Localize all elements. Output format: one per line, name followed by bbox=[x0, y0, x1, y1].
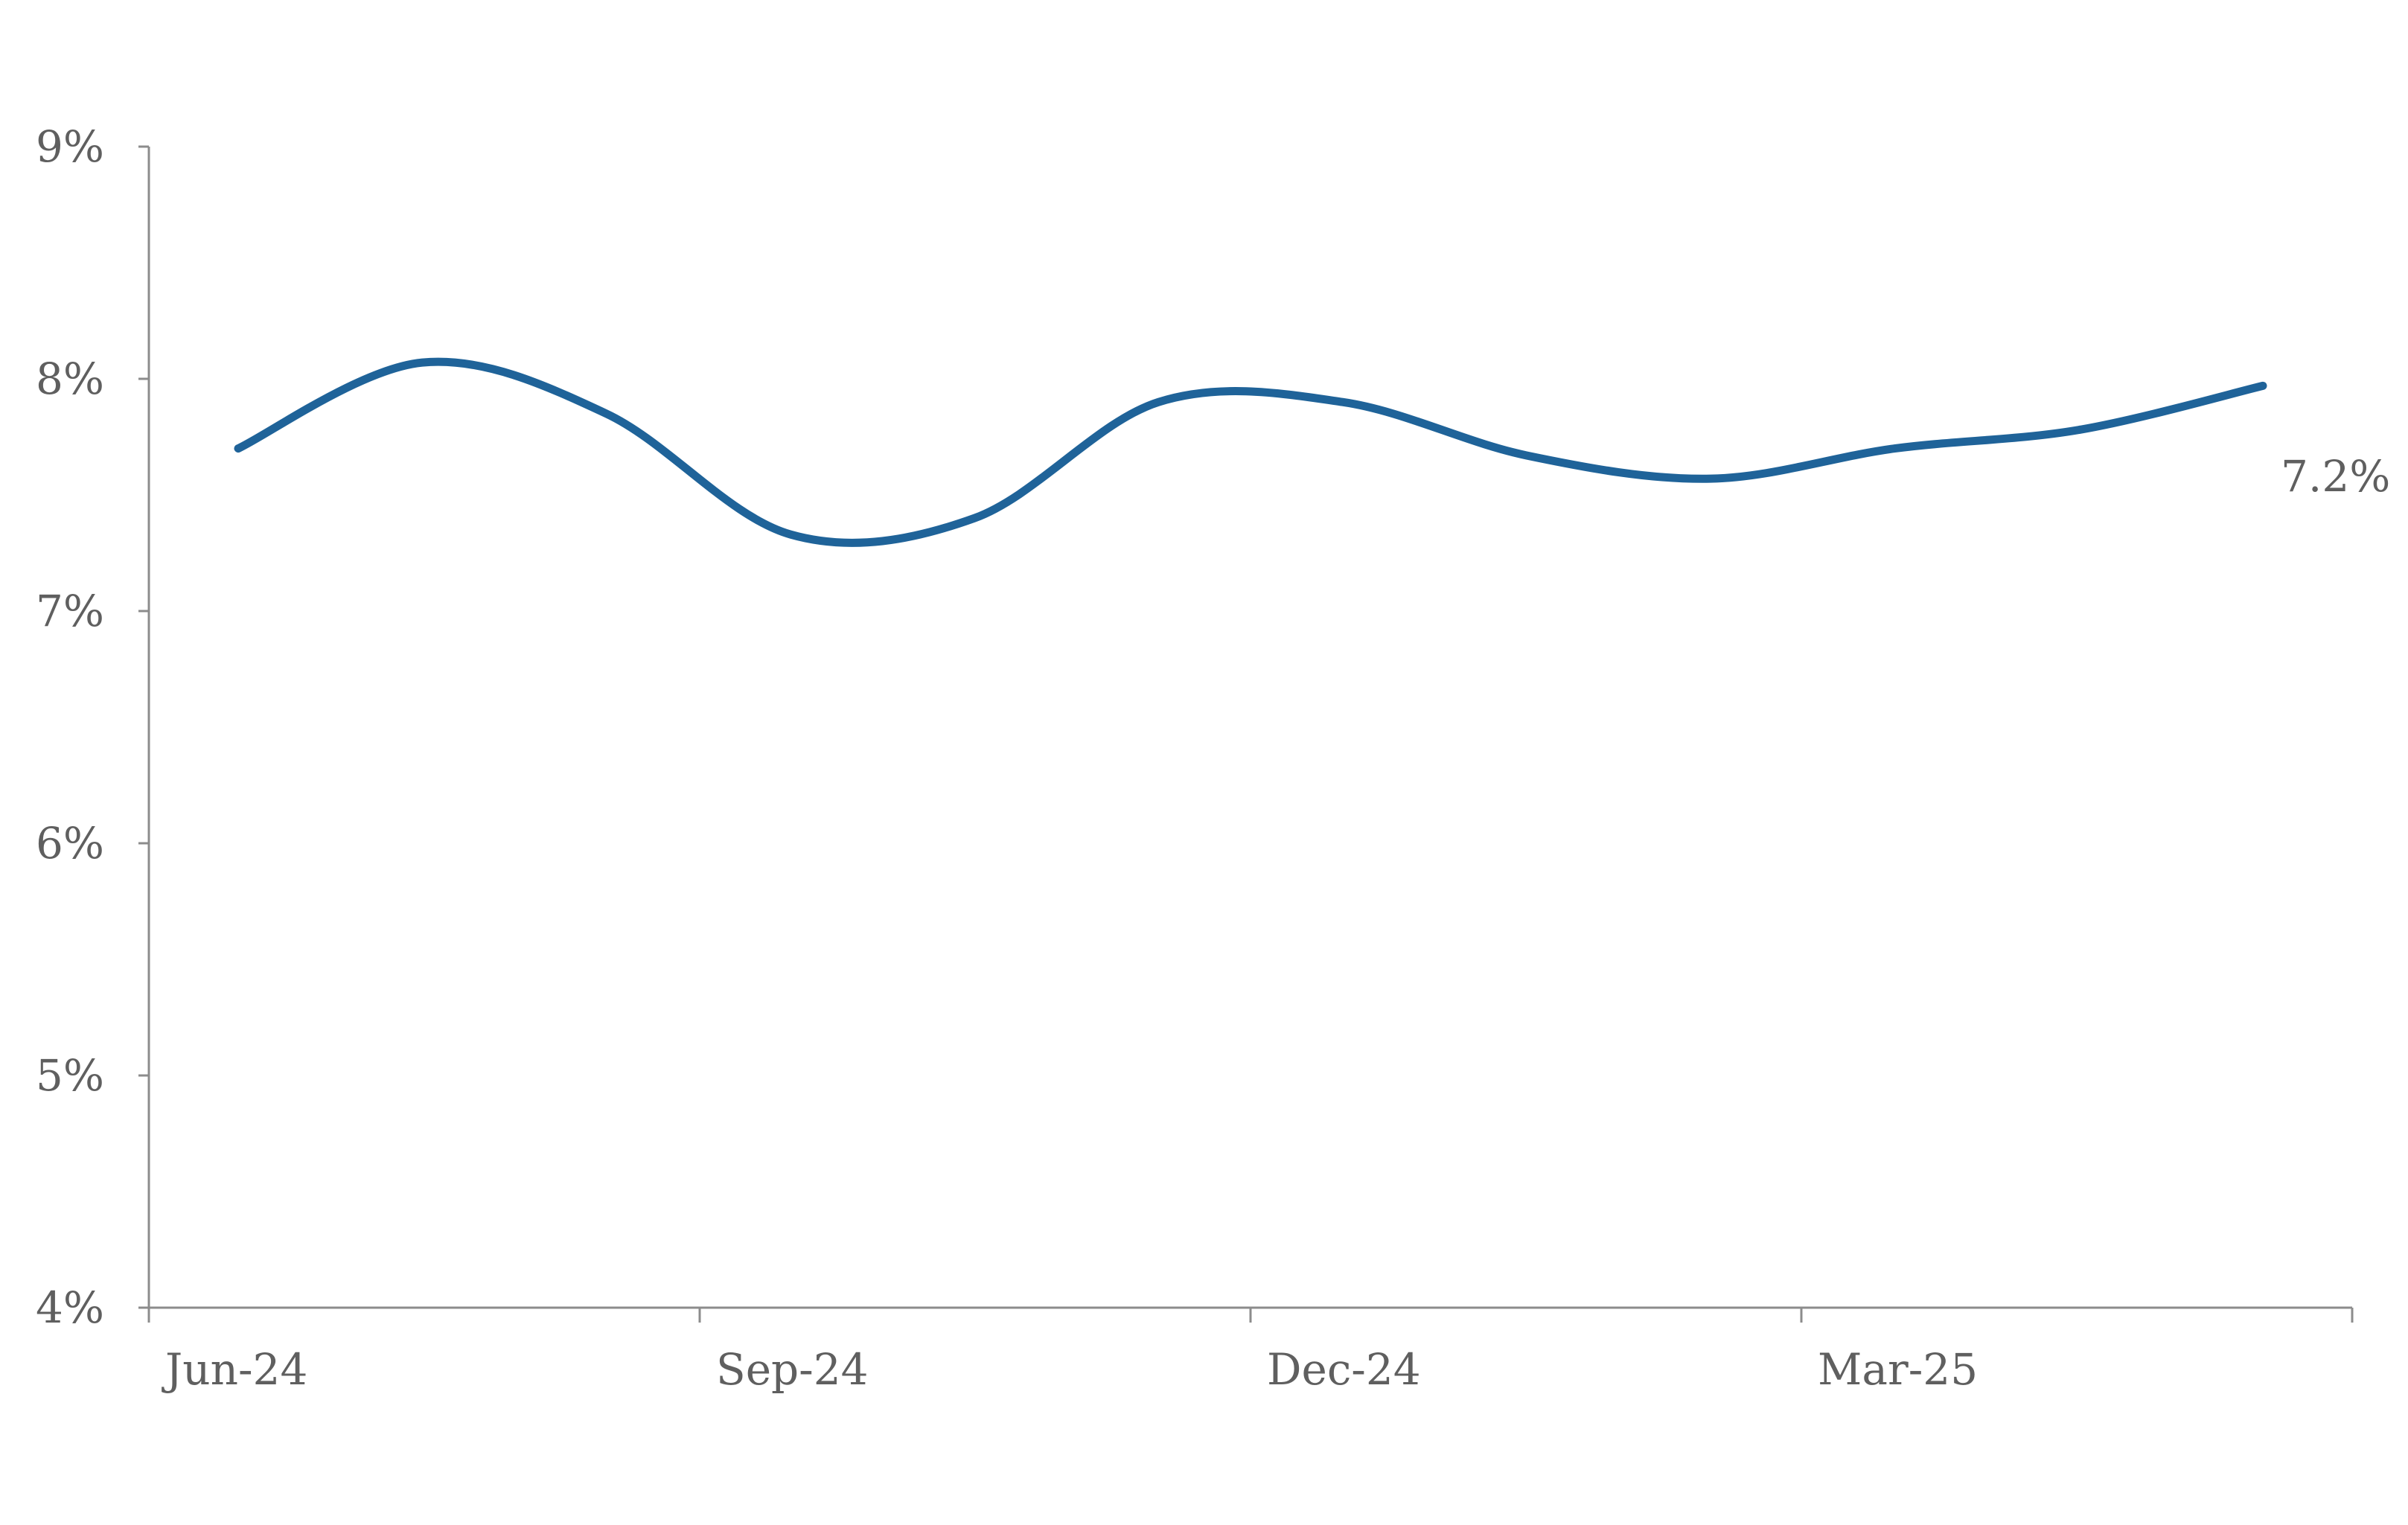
end-value-label: 7.2% bbox=[2281, 451, 2390, 502]
y-tick-label: 7% bbox=[36, 586, 104, 636]
y-tick-label: 5% bbox=[36, 1050, 104, 1101]
y-tick-label: 4% bbox=[36, 1282, 104, 1333]
y-tick-label: 9% bbox=[36, 121, 104, 172]
x-tick-label: Mar-25 bbox=[1818, 1344, 1978, 1395]
y-axis-ticks: 4% 5% 6% 7% 8% 9% bbox=[36, 121, 149, 1333]
y-tick-label: 6% bbox=[36, 818, 104, 869]
axes bbox=[147, 147, 2352, 1309]
x-tick-label: Sep-24 bbox=[716, 1344, 869, 1395]
x-axis-ticks: Jun-24 Sep-24 Dec-24 Mar-25 bbox=[147, 1308, 2354, 1395]
series-lines bbox=[234, 357, 2267, 547]
series-line bbox=[234, 357, 2267, 547]
x-tick-label: Dec-24 bbox=[1267, 1344, 1421, 1395]
x-tick-label: Jun-24 bbox=[162, 1344, 307, 1395]
y-tick-label: 8% bbox=[36, 354, 104, 404]
